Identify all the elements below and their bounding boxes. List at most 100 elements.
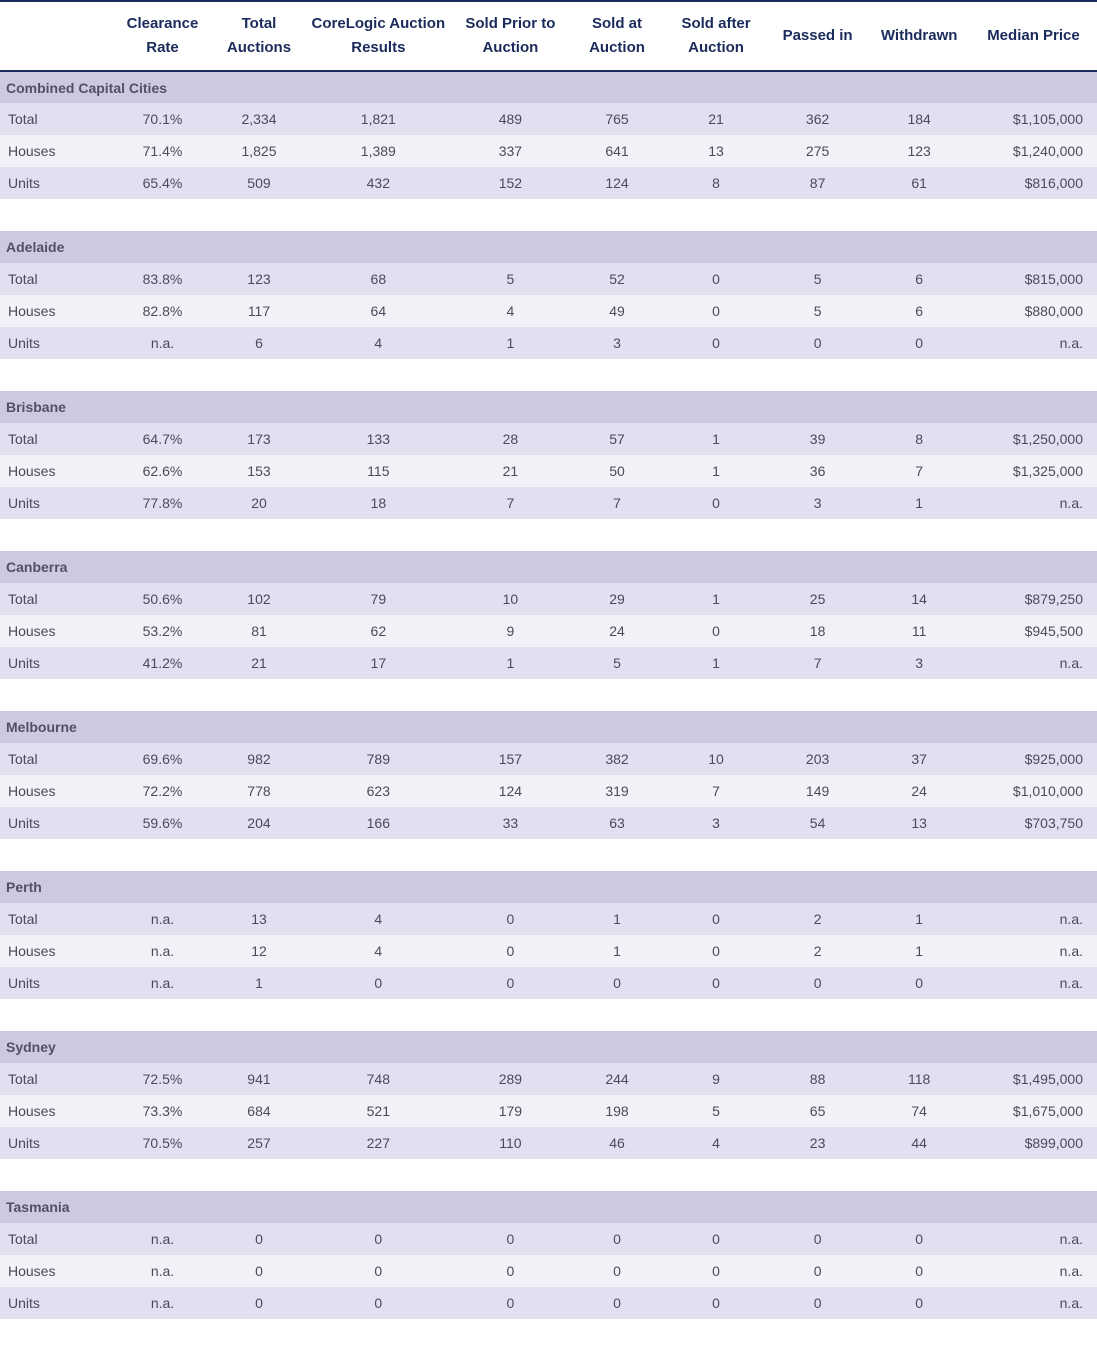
cell-passed: 0 [767, 1255, 869, 1287]
cell-label: Units [0, 647, 112, 679]
table-row: Houses72.2%778623124319714924$1,010,000 [0, 775, 1097, 807]
cell-clearance: 70.1% [112, 103, 214, 135]
cell-label: Houses [0, 1255, 112, 1287]
cell-prior: 337 [452, 135, 569, 167]
cell-clearance: 72.5% [112, 1063, 214, 1095]
cell-at: 24 [569, 615, 665, 647]
cell-withdrawn: 6 [868, 263, 970, 295]
cell-median: $945,500 [970, 615, 1097, 647]
cell-label: Units [0, 167, 112, 199]
cell-passed: 88 [767, 1063, 869, 1095]
cell-median: $816,000 [970, 167, 1097, 199]
cell-results: 748 [305, 1063, 452, 1095]
cell-results: 1,389 [305, 135, 452, 167]
cell-withdrawn: 0 [868, 1287, 970, 1319]
cell-prior: 179 [452, 1095, 569, 1127]
cell-clearance: 71.4% [112, 135, 214, 167]
cell-prior: 4 [452, 295, 569, 327]
cell-total: 0 [213, 1287, 304, 1319]
spacer-row [0, 679, 1097, 711]
section-name: Sydney [0, 1031, 1097, 1063]
cell-clearance: 70.5% [112, 1127, 214, 1159]
table-row: Houses53.2%816292401811$945,500 [0, 615, 1097, 647]
cell-after: 13 [665, 135, 767, 167]
table-row: Units65.4%50943215212488761$816,000 [0, 167, 1097, 199]
cell-total: 0 [213, 1255, 304, 1287]
cell-at: 382 [569, 743, 665, 775]
cell-withdrawn: 123 [868, 135, 970, 167]
cell-withdrawn: 0 [868, 1223, 970, 1255]
column-header: Clearance Rate [112, 1, 214, 71]
cell-total: 941 [213, 1063, 304, 1095]
cell-clearance: 65.4% [112, 167, 214, 199]
cell-total: 13 [213, 903, 304, 935]
column-header: Sold after Auction [665, 1, 767, 71]
table-row: Total83.8%12368552056$815,000 [0, 263, 1097, 295]
cell-total: 153 [213, 455, 304, 487]
cell-total: 778 [213, 775, 304, 807]
cell-prior: 152 [452, 167, 569, 199]
cell-withdrawn: 13 [868, 807, 970, 839]
cell-clearance: 64.7% [112, 423, 214, 455]
cell-after: 10 [665, 743, 767, 775]
cell-label: Houses [0, 1095, 112, 1127]
cell-label: Total [0, 1223, 112, 1255]
section-header-row: Perth [0, 871, 1097, 903]
cell-passed: 0 [767, 967, 869, 999]
table-row: Total69.6%9827891573821020337$925,000 [0, 743, 1097, 775]
cell-results: 432 [305, 167, 452, 199]
column-header: Sold at Auction [569, 1, 665, 71]
cell-clearance: 62.6% [112, 455, 214, 487]
cell-clearance: 72.2% [112, 775, 214, 807]
cell-total: 1,825 [213, 135, 304, 167]
cell-results: 4 [305, 903, 452, 935]
cell-at: 1 [569, 935, 665, 967]
table-row: Houses62.6%15311521501367$1,325,000 [0, 455, 1097, 487]
cell-label: Units [0, 487, 112, 519]
cell-median: $880,000 [970, 295, 1097, 327]
cell-prior: 157 [452, 743, 569, 775]
cell-total: 20 [213, 487, 304, 519]
column-header: Passed in [767, 1, 869, 71]
cell-after: 1 [665, 647, 767, 679]
cell-results: 0 [305, 967, 452, 999]
section-name: Perth [0, 871, 1097, 903]
cell-prior: 7 [452, 487, 569, 519]
table-row: Totaln.a.13401021n.a. [0, 903, 1097, 935]
section-header-row: Tasmania [0, 1191, 1097, 1223]
cell-withdrawn: 3 [868, 647, 970, 679]
cell-passed: 2 [767, 903, 869, 935]
cell-total: 2,334 [213, 103, 304, 135]
cell-prior: 0 [452, 1287, 569, 1319]
cell-results: 227 [305, 1127, 452, 1159]
cell-total: 21 [213, 647, 304, 679]
cell-total: 102 [213, 583, 304, 615]
table-row: Units59.6%204166336335413$703,750 [0, 807, 1097, 839]
cell-after: 1 [665, 455, 767, 487]
cell-clearance: 41.2% [112, 647, 214, 679]
cell-total: 12 [213, 935, 304, 967]
cell-passed: 39 [767, 423, 869, 455]
cell-passed: 18 [767, 615, 869, 647]
column-header: Sold Prior to Auction [452, 1, 569, 71]
cell-passed: 5 [767, 295, 869, 327]
cell-median: $1,240,000 [970, 135, 1097, 167]
cell-withdrawn: 14 [868, 583, 970, 615]
cell-passed: 362 [767, 103, 869, 135]
cell-passed: 54 [767, 807, 869, 839]
cell-after: 0 [665, 935, 767, 967]
table-row: Units70.5%2572271104642344$899,000 [0, 1127, 1097, 1159]
cell-at: 29 [569, 583, 665, 615]
cell-prior: 124 [452, 775, 569, 807]
cell-after: 0 [665, 295, 767, 327]
cell-prior: 9 [452, 615, 569, 647]
cell-clearance: n.a. [112, 935, 214, 967]
cell-label: Total [0, 1063, 112, 1095]
section-header-row: Adelaide [0, 231, 1097, 263]
table-row: Total72.5%941748289244988118$1,495,000 [0, 1063, 1097, 1095]
cell-label: Houses [0, 775, 112, 807]
column-header: Median Price [970, 1, 1097, 71]
section-header-row: Combined Capital Cities [0, 71, 1097, 103]
cell-withdrawn: 61 [868, 167, 970, 199]
table-row: Units77.8%201877031n.a. [0, 487, 1097, 519]
